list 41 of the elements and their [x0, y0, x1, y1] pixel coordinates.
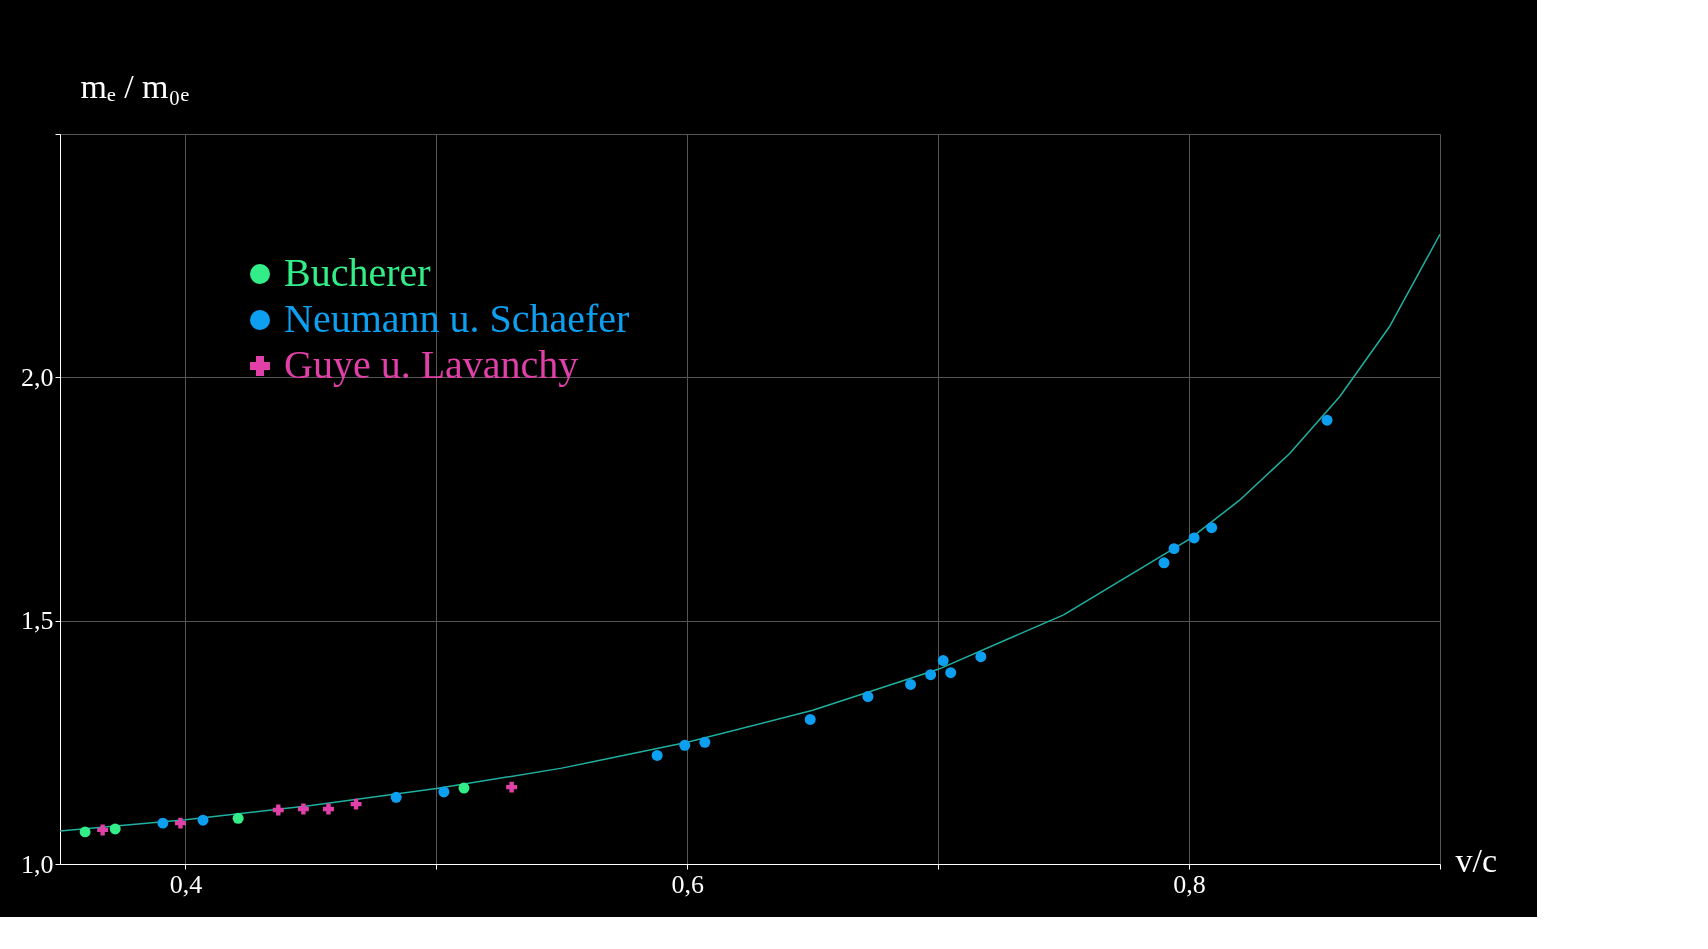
y-tick-label: 2,0 — [21, 362, 54, 392]
point — [350, 798, 362, 810]
point — [109, 823, 121, 835]
point — [862, 691, 874, 703]
point — [157, 817, 169, 829]
point — [905, 678, 917, 690]
point — [1206, 522, 1218, 534]
point — [97, 824, 109, 836]
point — [323, 803, 334, 815]
point — [925, 669, 937, 681]
y-tick-label: 1,0 — [21, 849, 54, 879]
x-tick-label: 0,4 — [169, 869, 203, 899]
point — [458, 782, 470, 794]
point — [197, 814, 209, 826]
y-tick-label: 1,5 — [21, 606, 54, 636]
point — [804, 713, 816, 725]
point — [651, 750, 663, 761]
x-tick-label: 0,8 — [1173, 869, 1206, 899]
point — [297, 803, 309, 815]
point — [174, 817, 186, 829]
legend-label: Neumann u. Schaefer — [284, 296, 630, 341]
legend-label: Bucherer — [284, 250, 431, 295]
y-axis-title: mₑ / m₀ₑ — [80, 67, 190, 105]
point — [232, 812, 244, 824]
point — [1168, 543, 1180, 555]
point — [937, 655, 949, 667]
line-series — [59, 233, 1441, 832]
point — [1321, 414, 1333, 426]
point — [506, 781, 518, 793]
point — [945, 667, 957, 679]
x-tick-label: 0,6 — [671, 869, 705, 899]
point — [1158, 557, 1170, 569]
point — [699, 736, 711, 748]
point — [679, 739, 691, 751]
point — [438, 786, 450, 798]
x-axis-title: v/c — [1455, 841, 1498, 879]
point — [390, 791, 402, 803]
legend-label: Guye u. Lavanchy — [284, 342, 579, 387]
point — [975, 651, 987, 663]
point — [1188, 532, 1200, 544]
point — [79, 826, 91, 838]
